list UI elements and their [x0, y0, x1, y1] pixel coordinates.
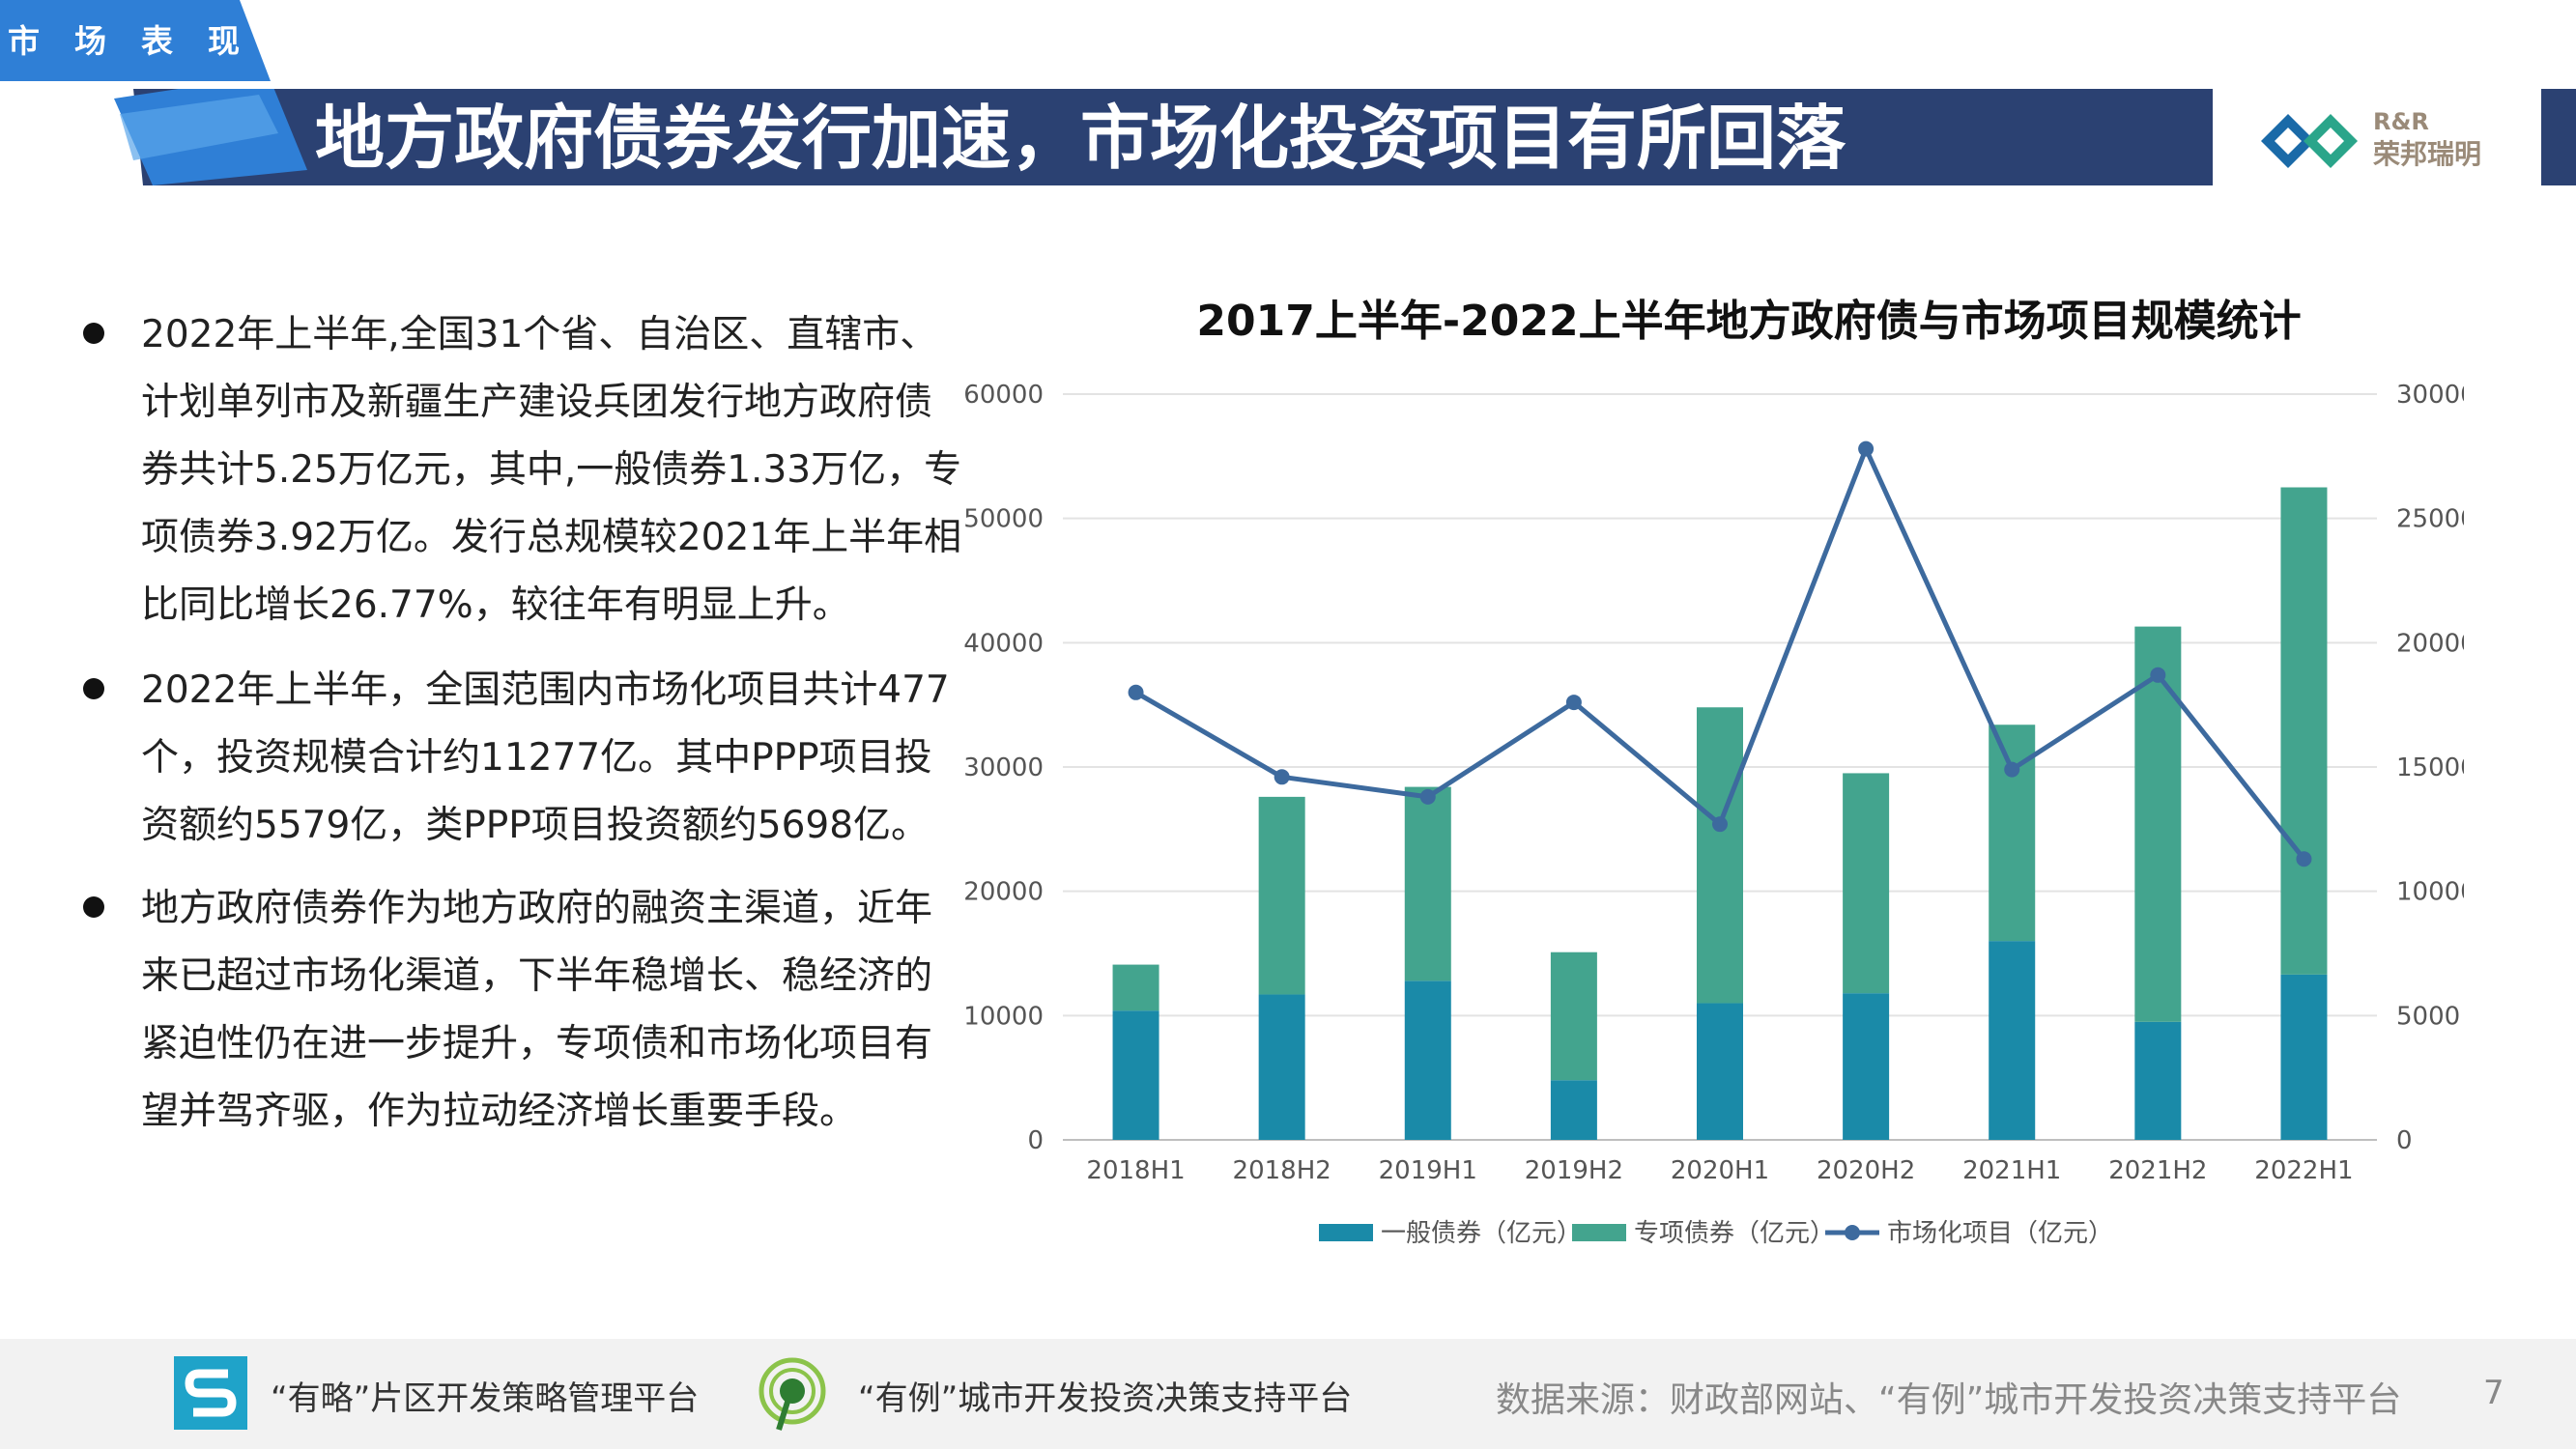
y-left-tick-label: 0	[1027, 1126, 1044, 1155]
general-bond-bar	[2134, 1021, 2182, 1140]
legend-marker	[1845, 1225, 1860, 1240]
market-project-point	[2150, 667, 2166, 683]
page-title: 地方政府债券发行加速，市场化投资项目有所回落	[315, 98, 1846, 179]
footer-platform-2: “有例”城市开发投资决策支持平台	[858, 1379, 1353, 1418]
data-source: 数据来源：财政部网站、“有例”城市开发投资决策支持平台	[1496, 1380, 2402, 1420]
general-bond-bar	[1404, 980, 1451, 1140]
general-bond-bar	[2280, 974, 2328, 1140]
market-project-point	[1858, 440, 1875, 457]
special-bond-bar	[1404, 786, 1451, 981]
combo-chart: 0 10000 20000 30000 40000 50000 60000 0 5000 1000…	[963, 381, 2464, 1248]
market-project-point	[2296, 851, 2312, 867]
page-number: 7	[2483, 1374, 2504, 1412]
special-bond-bar	[2280, 487, 2328, 975]
footer-bar	[0, 1339, 2576, 1449]
youli-platform-icon	[758, 1357, 826, 1431]
x-tick-label: 2019H1	[1379, 1156, 1477, 1185]
legend-label: 市场化项目（亿元）	[1887, 1219, 2113, 1248]
market-project-point	[1565, 695, 1582, 711]
x-tick-label: 2019H2	[1525, 1156, 1623, 1185]
y-left-tick-label: 10000	[963, 1002, 1044, 1031]
bullet-dot	[83, 896, 104, 918]
market-project-point	[1419, 788, 1436, 805]
youlue-platform-icon	[174, 1356, 247, 1430]
right-accent-bar	[2541, 89, 2576, 185]
logo-code: R&R	[2373, 108, 2429, 135]
legend-swatch	[1319, 1224, 1373, 1241]
special-bond-bar	[1843, 773, 1890, 994]
logo-name: 荣邦瑞明	[2373, 138, 2482, 170]
general-bond-bar	[1112, 1010, 1159, 1140]
x-tick-label: 2018H2	[1233, 1156, 1331, 1185]
general-bond-bar	[1989, 941, 2036, 1140]
bullet-dot	[83, 678, 104, 699]
section-tag-shape	[0, 0, 271, 81]
bullet-item: 地方政府债券作为地方政府的融资主渠道，近年来已超过市场化渠道，下半年稳增长、稳经…	[83, 875, 962, 1146]
bullet-item: 2022年上半年，全国范围内市场化项目共计477个，投资规模合计约11277亿。…	[83, 657, 962, 860]
special-bond-bar	[1550, 952, 1597, 1081]
y-right-tick-label: 30000	[2396, 381, 2464, 410]
y-right-tick-label: 5000	[2396, 1002, 2460, 1031]
bullet-dot	[83, 323, 104, 344]
y-left-tick-label: 50000	[963, 505, 1044, 534]
bullet-item: 2022年上半年,全国31个省、自治区、直辖市、计划单列市及新疆生产建设兵团发行…	[83, 301, 962, 639]
x-tick-label: 2021H2	[2108, 1156, 2207, 1185]
general-bond-bar	[1843, 993, 1890, 1140]
company-logo	[2261, 114, 2358, 168]
footer-platform-1: “有略”片区开发策略管理平台	[271, 1379, 700, 1418]
market-project-point	[1274, 769, 1290, 785]
market-project-point	[1712, 816, 1728, 833]
y-left-tick-label: 30000	[963, 753, 1044, 782]
y-right-tick-label: 10000	[2396, 878, 2464, 907]
title-banner	[114, 89, 2213, 185]
y-right-tick-label: 0	[2396, 1126, 2413, 1155]
y-left-tick-label: 40000	[963, 629, 1044, 658]
legend-label: 专项债券（亿元）	[1634, 1219, 1835, 1248]
y-right-tick-label: 25000	[2396, 505, 2464, 534]
bullet-text: 2022年上半年，全国范围内市场化项目共计477个，投资规模合计约11277亿。…	[141, 668, 950, 847]
general-bond-bar	[1550, 1080, 1597, 1140]
chart-title: 2017上半年-2022上半年地方政府债与市场项目规模统计	[1196, 297, 2302, 346]
x-tick-label: 2020H1	[1671, 1156, 1769, 1185]
x-tick-label: 2022H1	[2254, 1156, 2353, 1185]
special-bond-bar	[1112, 964, 1159, 1011]
y-right-tick-label: 15000	[2396, 753, 2464, 782]
legend-label: 一般债券（亿元）	[1381, 1219, 1582, 1248]
x-tick-label: 2020H2	[1817, 1156, 1915, 1185]
special-bond-bar	[1697, 707, 1743, 1004]
y-left-tick-label: 20000	[963, 878, 1044, 907]
special-bond-bar	[1258, 796, 1305, 995]
market-project-point	[1128, 684, 1144, 700]
bullet-text: 2022年上半年,全国31个省、自治区、直辖市、计划单列市及新疆生产建设兵团发行…	[141, 313, 962, 627]
x-tick-label: 2018H1	[1086, 1156, 1185, 1185]
bullet-text: 地方政府债券作为地方政府的融资主渠道，近年来已超过市场化渠道，下半年稳增长、稳经…	[141, 887, 933, 1133]
y-left-tick-label: 60000	[963, 381, 1044, 410]
market-project-point	[2004, 761, 2020, 778]
y-right-tick-label: 20000	[2396, 629, 2464, 658]
legend-swatch	[1572, 1224, 1626, 1241]
general-bond-bar	[1258, 994, 1305, 1140]
section-tag: 市场表现	[8, 22, 274, 60]
x-tick-label: 2021H1	[1962, 1156, 2061, 1185]
general-bond-bar	[1697, 1003, 1743, 1140]
